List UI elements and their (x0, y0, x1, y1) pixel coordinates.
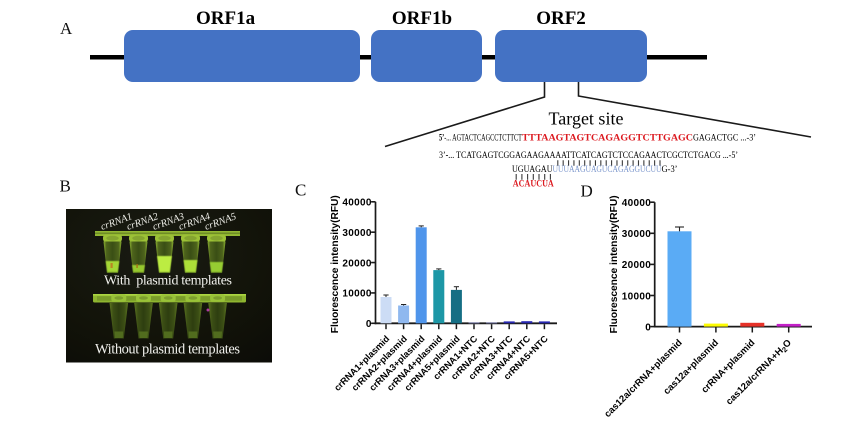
svg-text:ORF2: ORF2 (536, 8, 586, 29)
svg-text:0: 0 (645, 322, 651, 333)
svg-text:10000: 10000 (622, 291, 651, 302)
svg-text:20000: 20000 (622, 260, 651, 271)
svg-text:40000: 40000 (622, 198, 651, 209)
svg-text:30000: 30000 (622, 229, 651, 240)
svg-text:UUUAAGUAGUCAGAGGUCUU: UUUAAGUAGUCAGAGGUCUU (553, 164, 662, 174)
svg-text:G-3’: G-3’ (662, 164, 678, 174)
svg-text:TTTAAGTAGTCAGAGGTCTTGAGC: TTTAAGTAGTCAGAGGTCTTGAGC (522, 132, 693, 142)
svg-text:C: C (295, 180, 306, 199)
svg-text:GAGACTGC ...-3’: GAGACTGC ...-3’ (693, 132, 756, 142)
svg-text:40000: 40000 (342, 198, 371, 209)
svg-text:A: A (60, 19, 73, 38)
svg-text:10000: 10000 (342, 289, 371, 300)
svg-text:cas12a/crRNA+H2O: cas12a/crRNA+H2O (724, 338, 795, 409)
svg-text:ACAUCUA: ACAUCUA (513, 179, 554, 189)
svg-text:ORF1a: ORF1a (196, 8, 256, 29)
svg-text:3’-... TCATGAGTCGGAGAAGAAAATTC: 3’-... TCATGAGTCGGAGAAGAAAATTCATCAGTCTCC… (439, 150, 738, 160)
svg-text:20000: 20000 (342, 258, 371, 269)
svg-text:ORF1b: ORF1b (392, 8, 452, 29)
svg-text:5’-... AGTACTCAGCCTCTTCT: 5’-... AGTACTCAGCCTCTTCT (439, 132, 522, 142)
svg-text:D: D (581, 182, 593, 201)
svg-text:UGUAGAU: UGUAGAU (512, 164, 553, 174)
svg-text:0: 0 (366, 319, 372, 330)
svg-text:Without plasmid templates: Without plasmid templates (95, 342, 240, 358)
svg-text:Fluorescence intensity(RFU): Fluorescence intensity(RFU) (330, 195, 341, 333)
svg-text:Target site: Target site (549, 109, 624, 129)
svg-text:Fluorescence intensity(RFU): Fluorescence intensity(RFU) (609, 195, 620, 333)
svg-text:30000: 30000 (342, 228, 371, 239)
svg-text:B: B (60, 177, 71, 196)
svg-text:With plasmid templates: With plasmid templates (104, 274, 232, 289)
